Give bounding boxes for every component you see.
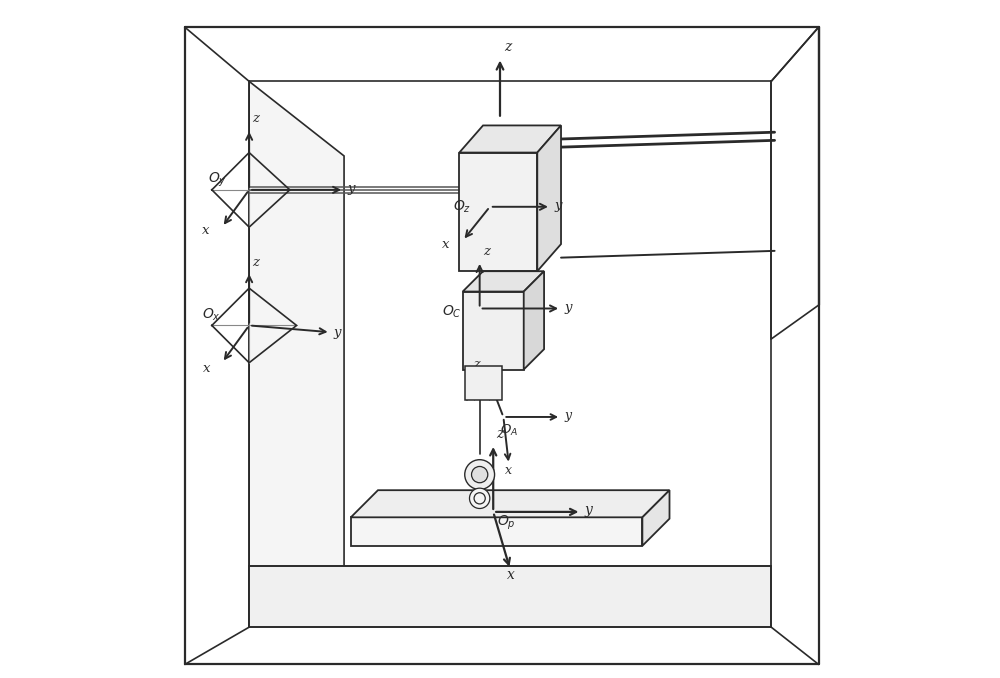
Circle shape <box>472 466 488 483</box>
Text: x: x <box>507 567 515 582</box>
Text: x: x <box>505 464 512 477</box>
Text: y: y <box>564 301 572 314</box>
Text: x: x <box>442 238 450 251</box>
Polygon shape <box>459 125 561 153</box>
Polygon shape <box>463 271 544 292</box>
Circle shape <box>465 460 495 490</box>
Text: $O_C$: $O_C$ <box>442 303 462 319</box>
Text: y: y <box>347 182 355 195</box>
Text: $O_y$: $O_y$ <box>208 171 227 189</box>
Text: $O_z$: $O_z$ <box>453 198 471 214</box>
Text: z: z <box>483 245 490 258</box>
Text: z: z <box>473 358 480 371</box>
Polygon shape <box>465 366 502 400</box>
Polygon shape <box>537 125 561 271</box>
Polygon shape <box>642 490 670 546</box>
Text: $O_A$: $O_A$ <box>500 423 518 438</box>
Polygon shape <box>351 517 642 546</box>
Text: z: z <box>497 426 504 441</box>
Text: y: y <box>585 503 593 517</box>
Text: z: z <box>253 113 260 125</box>
Text: x: x <box>203 362 211 375</box>
Text: y: y <box>554 199 562 212</box>
Circle shape <box>469 488 490 508</box>
Text: $O_x$: $O_x$ <box>202 306 220 323</box>
Polygon shape <box>459 153 537 271</box>
Text: y: y <box>564 410 572 422</box>
Polygon shape <box>249 81 344 627</box>
Polygon shape <box>351 490 670 517</box>
Polygon shape <box>249 566 771 627</box>
Text: x: x <box>202 224 209 237</box>
Text: y: y <box>334 326 341 339</box>
Text: z: z <box>253 256 260 269</box>
Text: z: z <box>504 40 511 54</box>
Text: $O_p$: $O_p$ <box>497 513 515 532</box>
Polygon shape <box>463 292 524 370</box>
Polygon shape <box>524 271 544 370</box>
